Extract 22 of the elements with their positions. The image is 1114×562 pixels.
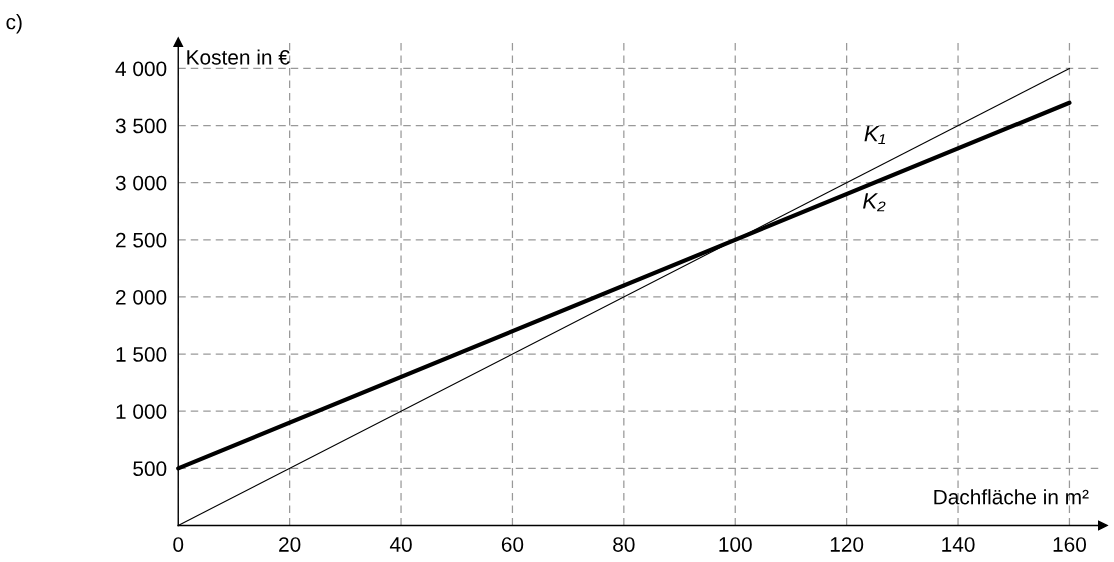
y-tick-label: 3 000 [115,175,167,191]
x-tick-label: 20 [279,537,301,552]
y-tick-label: 3 500 [115,118,167,134]
y-tick-label: 1 500 [116,347,167,362]
x-tick-label: 160 [1053,537,1087,552]
y-tick-label: 500 [133,461,167,477]
y-tick-label: 2 500 [116,232,167,248]
x-tick-label: 120 [830,537,864,552]
series-label: K₁ [864,126,886,144]
x-tick-label: 60 [501,537,524,552]
x-axis-title: Dachfläche in m² [934,489,1089,505]
y-tick-label: 1 000 [116,404,167,419]
y-tick-label: 4 000 [115,61,167,77]
x-tick-label: 0 [173,537,184,552]
y-tick-label: 2 000 [116,289,167,305]
x-tick-label: 100 [719,537,752,552]
x-tick-label: 80 [613,537,635,552]
text: c) [6,14,22,34]
x-tick-label: 140 [942,537,975,552]
y-axis-title: Kosten in € [187,49,290,65]
series-label: K₂ [863,193,886,212]
x-tick-label: 40 [389,537,412,552]
